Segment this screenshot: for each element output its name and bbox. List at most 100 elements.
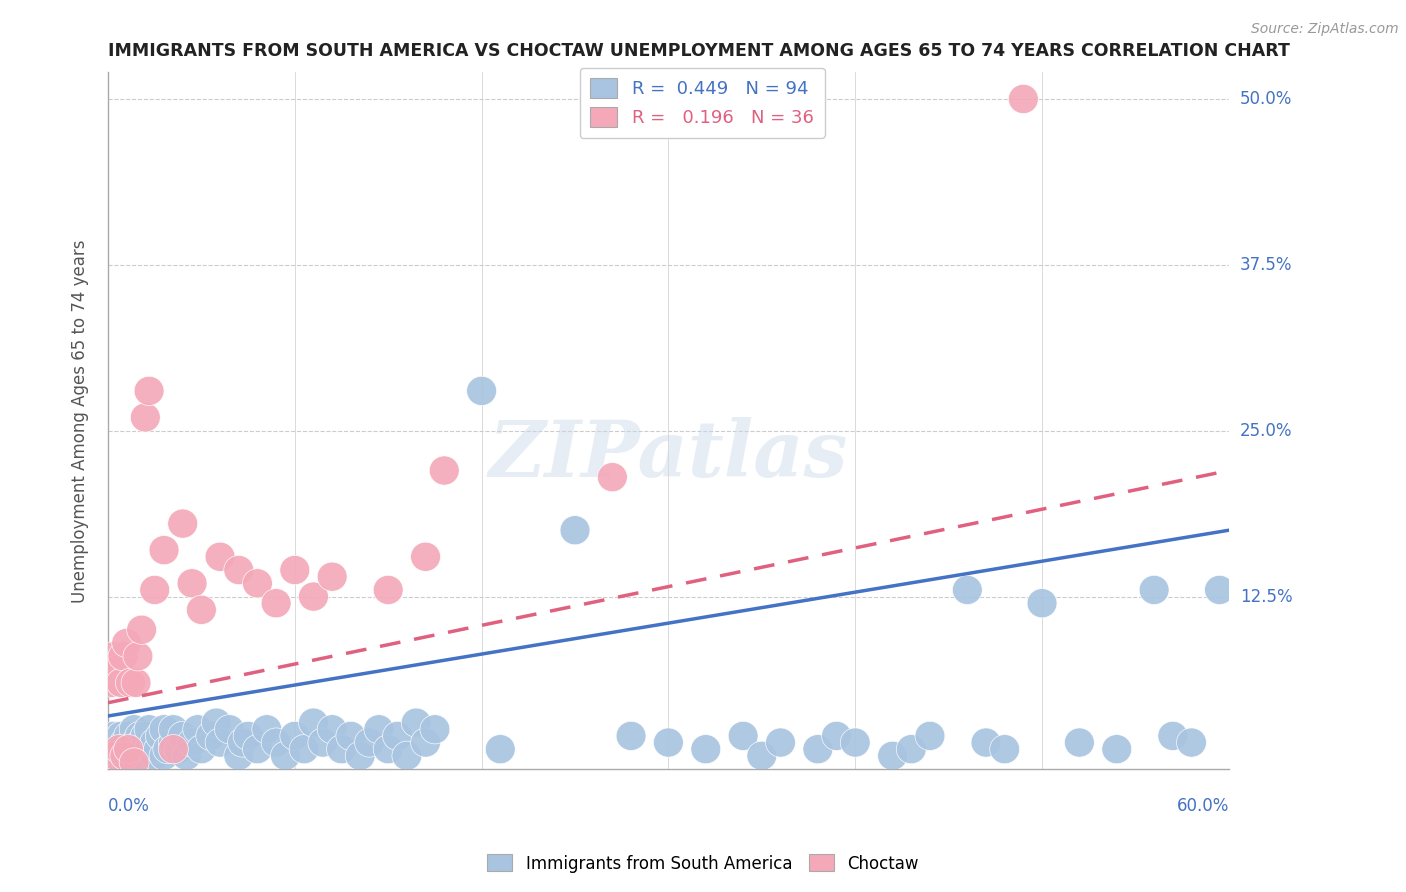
Ellipse shape xyxy=(187,735,217,764)
Ellipse shape xyxy=(131,747,160,777)
Ellipse shape xyxy=(952,575,983,605)
Ellipse shape xyxy=(98,741,128,771)
Text: IMMIGRANTS FROM SOUTH AMERICA VS CHOCTAW UNEMPLOYMENT AMONG AGES 65 TO 74 YEARS : IMMIGRANTS FROM SOUTH AMERICA VS CHOCTAW… xyxy=(108,42,1289,60)
Ellipse shape xyxy=(114,735,143,764)
Ellipse shape xyxy=(122,641,153,671)
Ellipse shape xyxy=(100,747,131,777)
Ellipse shape xyxy=(896,735,927,764)
Ellipse shape xyxy=(690,735,721,764)
Ellipse shape xyxy=(242,569,273,598)
Text: 25.0%: 25.0% xyxy=(1240,422,1292,440)
Ellipse shape xyxy=(121,741,150,771)
Text: 37.5%: 37.5% xyxy=(1240,256,1292,274)
Ellipse shape xyxy=(111,629,142,657)
Ellipse shape xyxy=(747,741,776,771)
Ellipse shape xyxy=(1177,728,1206,757)
Ellipse shape xyxy=(105,722,136,750)
Ellipse shape xyxy=(654,728,683,757)
Ellipse shape xyxy=(1159,722,1188,750)
Ellipse shape xyxy=(122,735,153,764)
Ellipse shape xyxy=(104,735,134,764)
Ellipse shape xyxy=(354,728,384,757)
Text: Source: ZipAtlas.com: Source: ZipAtlas.com xyxy=(1251,22,1399,37)
Ellipse shape xyxy=(127,728,156,757)
Text: 0.0%: 0.0% xyxy=(108,797,150,815)
Ellipse shape xyxy=(1064,728,1094,757)
Y-axis label: Unemployment Among Ages 65 to 74 years: Unemployment Among Ages 65 to 74 years xyxy=(72,239,89,602)
Ellipse shape xyxy=(326,735,357,764)
Ellipse shape xyxy=(298,708,329,738)
Ellipse shape xyxy=(149,741,179,771)
Ellipse shape xyxy=(201,708,231,738)
Ellipse shape xyxy=(1008,85,1038,113)
Ellipse shape xyxy=(183,714,212,744)
Ellipse shape xyxy=(131,403,160,432)
Ellipse shape xyxy=(318,714,347,744)
Ellipse shape xyxy=(139,741,170,771)
Ellipse shape xyxy=(364,714,394,744)
Ellipse shape xyxy=(115,668,145,698)
Ellipse shape xyxy=(110,741,139,771)
Ellipse shape xyxy=(125,722,155,750)
Ellipse shape xyxy=(103,741,132,771)
Ellipse shape xyxy=(336,722,366,750)
Ellipse shape xyxy=(401,708,432,738)
Ellipse shape xyxy=(115,747,145,777)
Ellipse shape xyxy=(108,735,138,764)
Ellipse shape xyxy=(485,735,515,764)
Ellipse shape xyxy=(392,741,422,771)
Ellipse shape xyxy=(803,735,832,764)
Ellipse shape xyxy=(167,722,198,750)
Ellipse shape xyxy=(373,575,404,605)
Ellipse shape xyxy=(105,741,136,771)
Ellipse shape xyxy=(262,728,291,757)
Ellipse shape xyxy=(560,516,591,545)
Ellipse shape xyxy=(270,741,301,771)
Ellipse shape xyxy=(252,714,281,744)
Ellipse shape xyxy=(1102,735,1132,764)
Ellipse shape xyxy=(115,735,145,764)
Ellipse shape xyxy=(346,741,375,771)
Ellipse shape xyxy=(215,714,245,744)
Ellipse shape xyxy=(114,722,143,750)
Ellipse shape xyxy=(420,714,450,744)
Ellipse shape xyxy=(172,741,201,771)
Ellipse shape xyxy=(104,735,134,764)
Ellipse shape xyxy=(121,728,150,757)
Ellipse shape xyxy=(167,509,198,538)
Ellipse shape xyxy=(97,747,127,777)
Ellipse shape xyxy=(120,735,149,764)
Ellipse shape xyxy=(1205,575,1234,605)
Ellipse shape xyxy=(153,735,183,764)
Ellipse shape xyxy=(159,735,188,764)
Ellipse shape xyxy=(159,714,188,744)
Text: 50.0%: 50.0% xyxy=(1240,90,1292,108)
Ellipse shape xyxy=(117,728,148,757)
Ellipse shape xyxy=(98,722,128,750)
Text: 60.0%: 60.0% xyxy=(1177,797,1229,815)
Ellipse shape xyxy=(1028,589,1057,618)
Ellipse shape xyxy=(134,714,165,744)
Ellipse shape xyxy=(1139,575,1168,605)
Ellipse shape xyxy=(280,556,309,584)
Ellipse shape xyxy=(117,741,148,771)
Ellipse shape xyxy=(262,589,291,618)
Ellipse shape xyxy=(765,728,796,757)
Ellipse shape xyxy=(165,735,194,764)
Ellipse shape xyxy=(177,569,207,598)
Ellipse shape xyxy=(120,747,149,777)
Ellipse shape xyxy=(134,735,165,764)
Ellipse shape xyxy=(98,641,128,671)
Ellipse shape xyxy=(114,741,143,771)
Ellipse shape xyxy=(290,735,319,764)
Ellipse shape xyxy=(104,747,134,777)
Ellipse shape xyxy=(100,735,131,764)
Ellipse shape xyxy=(411,728,440,757)
Ellipse shape xyxy=(298,582,329,611)
Text: 12.5%: 12.5% xyxy=(1240,588,1292,606)
Ellipse shape xyxy=(467,376,496,406)
Ellipse shape xyxy=(308,728,337,757)
Ellipse shape xyxy=(318,562,347,591)
Ellipse shape xyxy=(96,741,125,771)
Ellipse shape xyxy=(728,722,758,750)
